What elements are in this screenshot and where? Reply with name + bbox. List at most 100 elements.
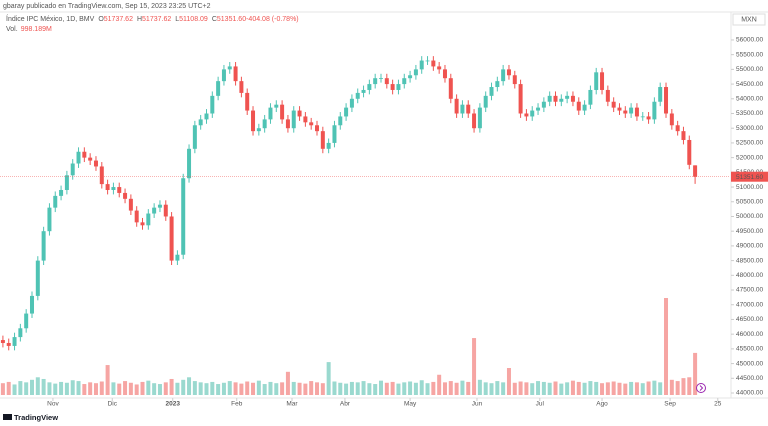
candle-body: [623, 110, 628, 114]
volume-bar: [675, 381, 680, 395]
candle-body: [105, 184, 110, 190]
candle-body: [152, 207, 157, 214]
volume-bar: [297, 382, 302, 395]
candle-body: [192, 125, 197, 149]
volume-bar: [361, 381, 366, 395]
candle-body: [547, 95, 552, 102]
volume-bar: [419, 380, 424, 395]
volume-bar: [134, 384, 139, 395]
candle-body: [553, 95, 558, 102]
volume-bar: [460, 380, 465, 395]
y-tick-label: 53000.00: [736, 125, 763, 132]
y-tick-label: 51000.00: [736, 184, 763, 191]
y-tick-label: 55000.00: [736, 66, 763, 73]
volume-bar: [6, 381, 11, 395]
volume-bar: [53, 383, 58, 395]
y-tick-label: 48000.00: [736, 272, 763, 279]
x-tick-label: Abr: [340, 401, 351, 408]
volume-bar: [477, 379, 482, 395]
candle-body: [617, 107, 622, 111]
volume-bar: [570, 380, 575, 395]
volume-bar: [163, 382, 168, 395]
volume-bar: [88, 382, 93, 395]
candle-body: [570, 95, 575, 102]
candle-body: [285, 119, 290, 129]
x-tick-label: Ago: [596, 401, 608, 408]
volume-bar: [611, 381, 616, 395]
volume-bar: [402, 382, 407, 395]
candle-body: [600, 72, 605, 90]
candle-body: [262, 119, 267, 129]
volume-bar: [262, 384, 267, 395]
candle-body: [88, 157, 93, 161]
x-tick-label: 2023: [166, 401, 181, 408]
x-tick-label: Nov: [47, 401, 59, 408]
candle-body: [175, 254, 180, 261]
candle-body: [448, 78, 453, 99]
candle-body: [495, 81, 500, 88]
candle-body: [402, 78, 407, 85]
volume-bar: [274, 383, 279, 395]
candle-body: [216, 81, 221, 96]
volume-bar: [634, 382, 639, 395]
candle-body: [239, 81, 244, 93]
volume-bar: [18, 381, 23, 395]
quote-key: H: [137, 16, 142, 23]
volume-bar: [303, 383, 308, 395]
volume-bar: [576, 381, 581, 395]
candle-body: [437, 66, 442, 70]
candle-body: [12, 337, 17, 346]
candle-body: [524, 113, 529, 117]
volume-bar: [367, 383, 372, 395]
volume-bar: [518, 381, 523, 395]
candle-body: [163, 204, 168, 217]
candle-body: [6, 342, 11, 346]
candle-body: [70, 163, 75, 176]
candle-body: [565, 95, 570, 99]
volume-bar: [76, 381, 81, 395]
volume-bar: [181, 379, 186, 395]
x-tick-label: 25: [714, 401, 722, 408]
event-icon[interactable]: [696, 383, 706, 393]
candle-body: [93, 160, 98, 167]
candle-body: [303, 116, 308, 123]
candle-body: [483, 95, 488, 108]
y-tick-label: 52000.00: [736, 154, 763, 161]
volume-bar: [466, 381, 471, 395]
candle-body: [47, 207, 52, 232]
candle-body: [431, 60, 436, 67]
candle-body: [99, 166, 104, 185]
candle-body: [582, 104, 587, 111]
candle-body: [274, 104, 279, 108]
volume-bar: [373, 384, 378, 395]
candle-body: [0, 340, 5, 343]
volume-bar: [442, 382, 447, 395]
volume-bar: [332, 381, 337, 395]
y-tick-label: 56000.00: [736, 37, 763, 44]
volume-bar: [413, 382, 418, 395]
candle-body: [204, 113, 209, 120]
volume-bar: [320, 383, 325, 395]
candle-body: [309, 122, 314, 126]
quote-value: 51737.62: [142, 16, 171, 23]
volume-bar: [425, 383, 430, 395]
volume-bar: [559, 383, 564, 395]
volume-bar: [233, 382, 238, 395]
x-tick-label: Dic: [108, 401, 118, 408]
candle-body: [373, 78, 378, 85]
candle-body: [634, 107, 639, 117]
volume-bar: [326, 362, 331, 395]
volume-bar: [47, 382, 52, 395]
volume-bar: [210, 381, 215, 395]
y-tick-label: 52500.00: [736, 140, 763, 147]
candle-body: [227, 66, 232, 70]
volume-bar: [70, 380, 75, 395]
quote-value: 51108.09: [179, 16, 208, 23]
candle-body: [146, 213, 151, 226]
currency-box: [732, 13, 766, 26]
volume-bar: [506, 368, 511, 395]
volume-bar: [489, 383, 494, 395]
x-tick-label: Mar: [286, 401, 298, 408]
y-tick-label: 45000.00: [736, 360, 763, 367]
